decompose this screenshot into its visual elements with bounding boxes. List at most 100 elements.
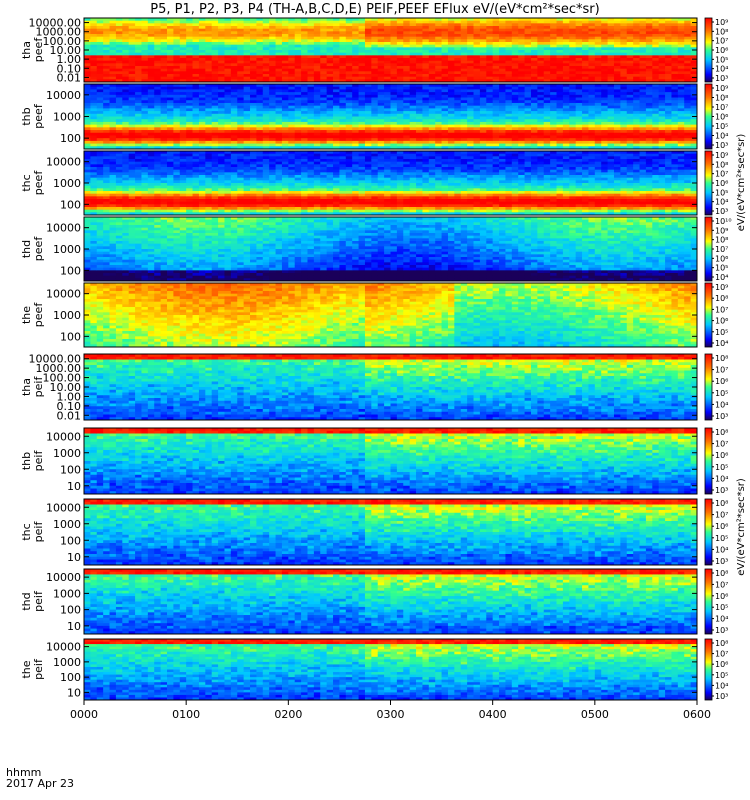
y-axis-label: peef <box>32 103 45 129</box>
y-tick-label: 1.00 <box>57 53 82 66</box>
y-tick-label: 1000.00 <box>36 26 82 39</box>
colorbar-tick-label: 10³ <box>715 207 728 216</box>
panel-frame <box>83 427 698 495</box>
colorbar-tick-label: 10⁹ <box>715 283 728 292</box>
y-tick-label: 10000 <box>46 430 81 443</box>
colorbar-tick-label: 10⁵ <box>715 264 728 273</box>
y-axis-label: thb <box>20 107 33 125</box>
y-axis-label: thc <box>20 174 33 191</box>
colorbar-tick-label: 10⁶ <box>715 377 728 386</box>
x-tick-label: 0500 <box>581 708 609 721</box>
colorbar-tick-label: 10⁸ <box>715 294 728 303</box>
y-tick-label: 0.01 <box>57 409 82 422</box>
colorbar-thd-peef <box>704 216 713 282</box>
colorbar-tick-label: 10⁹ <box>715 226 728 235</box>
colorbar-tick-label: 10⁵ <box>715 188 728 197</box>
colorbar-tick-label: 10⁸ <box>715 428 728 437</box>
colorbar-tick-label: 10⁷ <box>715 170 728 179</box>
colorbar-tick-label: 10³ <box>715 412 728 421</box>
colorbar-tick-label: 10⁸ <box>715 639 728 648</box>
y-tick-label: 10000 <box>46 89 81 102</box>
colorbar-tick-label: 10⁶ <box>715 451 728 460</box>
y-tick-label: 100 <box>60 463 81 476</box>
y-axis-label: thb <box>20 452 33 470</box>
colorbar-tick-label: 10⁷ <box>715 580 728 589</box>
y-tick-label: 1000 <box>53 111 81 124</box>
y-tick-label: 10000 <box>46 156 81 169</box>
colorbar-tha-peif <box>704 353 713 421</box>
y-tick-label: 100 <box>60 671 81 684</box>
y-tick-label: 0.10 <box>57 400 82 413</box>
colorbar-tick-label: 10⁴ <box>715 339 728 348</box>
x-tick-label: 0100 <box>172 708 200 721</box>
colorbar-tick-label: 10⁴ <box>715 132 728 141</box>
x-tick-label: 0200 <box>274 708 302 721</box>
colorbar-tick-label: 10⁵ <box>715 328 728 337</box>
y-tick-label: 100 <box>60 330 81 343</box>
y-axis-label: the <box>20 306 33 324</box>
colorbar-tick-label: 10⁶ <box>715 113 728 122</box>
colorbar-tick-label: 10⁴ <box>715 273 728 282</box>
y-axis-label: peif <box>32 521 45 543</box>
colorbar-tick-label: 10⁷ <box>715 37 728 46</box>
colorbar-tick-label: 10⁷ <box>715 305 728 314</box>
colorbar-tick-label: 10⁷ <box>715 366 728 375</box>
y-tick-label: 0.10 <box>57 62 82 75</box>
spectrogram-the-peef <box>84 283 698 348</box>
spectrogram-thd-peif <box>84 569 698 635</box>
spectrogram-thc-peif <box>84 499 698 566</box>
spectrogram-the-peif <box>84 639 698 701</box>
y-axis-label: tha <box>20 378 33 396</box>
y-tick-label: 1000 <box>53 587 81 600</box>
colorbar-the-peif <box>704 638 713 701</box>
y-tick-label: 10000 <box>46 571 81 584</box>
colorbar-tick-label: 10⁴ <box>715 400 728 409</box>
x-axis-label: hhmm <box>6 766 41 779</box>
colorbar-tick-label: 10⁸ <box>715 569 728 578</box>
y-axis-label: peif <box>32 450 45 472</box>
y-tick-label: 0.01 <box>57 71 82 84</box>
colorbar-tick-label: 10⁸ <box>715 354 728 363</box>
colorbar-tick-label: 10⁷ <box>715 245 728 254</box>
x-tick-label: 0000 <box>70 708 98 721</box>
colorbar-tick-label: 10⁵ <box>715 534 728 543</box>
y-axis-label: peif <box>32 376 45 398</box>
y-tick-label: 100 <box>60 534 81 547</box>
colorbar-tick-label: 10³ <box>715 557 728 566</box>
panel-thc-peif: 10000 1000 100 10 thc peif 10⁸ 10⁷ 10⁶ 10⁵ 10⁴ 10³ <box>20 498 728 566</box>
colorbar-thb-peef <box>704 83 713 150</box>
colorbar-tick-label: 10⁴ <box>715 615 728 624</box>
y-axis-label: peef <box>32 236 45 262</box>
colorbar-tick-label: 10⁵ <box>715 122 728 131</box>
colorbar-tick-label: 10³ <box>715 626 728 635</box>
y-tick-label: 10000.00 <box>29 17 82 30</box>
y-tick-label: 10 <box>67 686 81 699</box>
y-axis-label: peif <box>32 590 45 612</box>
colorbar-tha-peef <box>704 17 713 83</box>
y-axis-label: thd <box>20 240 33 258</box>
colorbar-tick-label: 10⁴ <box>715 65 728 74</box>
y-tick-label: 10000 <box>46 501 81 514</box>
y-tick-label: 100.00 <box>43 372 82 385</box>
colorbar-tick-label: 10⁷ <box>715 650 728 659</box>
colorbar-tick-label: 10⁴ <box>715 545 728 554</box>
colorbar-tick-label: 10⁶ <box>715 179 728 188</box>
colorbar-tick-label: 10⁵ <box>715 389 728 398</box>
colorbar-tick-label: 10⁹ <box>715 84 728 93</box>
colorbar-thc-peef <box>704 150 713 216</box>
colorbar-tick-label: 10⁶ <box>715 522 728 531</box>
colorbar-tick-label: 10⁸ <box>715 236 728 245</box>
colorbar-tick-label: 10⁶ <box>715 592 728 601</box>
y-tick-label: 1000 <box>53 518 81 531</box>
y-axis-label: thc <box>20 523 33 540</box>
y-tick-label: 10.00 <box>50 44 82 57</box>
y-tick-label: 1000 <box>53 177 81 190</box>
y-axis-label: peif <box>32 658 45 680</box>
panel-the-peef: 10000 1000 100 the peef 10⁹ 10⁸ 10⁷ 10⁶ 10⁵ 10⁴ <box>20 282 728 348</box>
colorbar-tick-label: 10⁸ <box>715 499 728 508</box>
colorbar-tick-label: 10³ <box>715 692 728 701</box>
spectrogram-thc-peef <box>84 151 698 216</box>
colorbar-tick-label: 10⁴ <box>715 474 728 483</box>
